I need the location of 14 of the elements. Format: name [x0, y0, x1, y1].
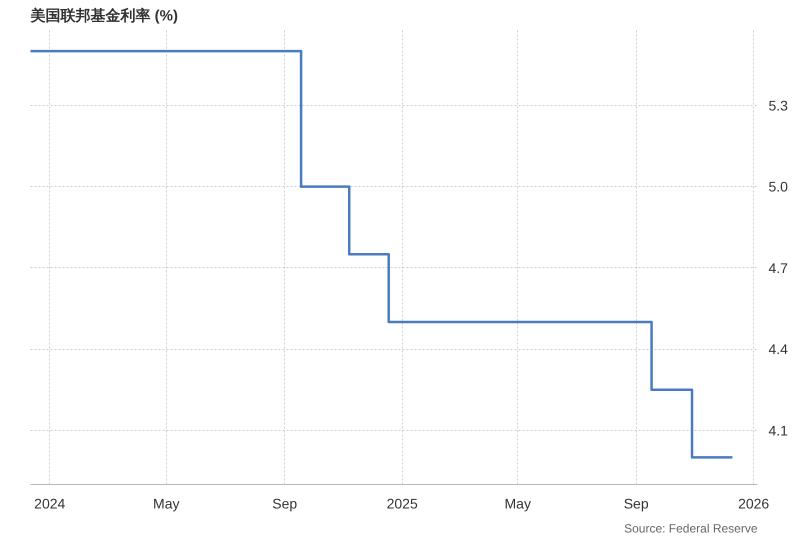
y-tick-label: 5.3 [768, 97, 788, 114]
x-tick-label: Sep [272, 496, 298, 512]
source-note: Source: Federal Reserve [624, 522, 758, 536]
chart-title: 美国联邦基金利率 (%) [30, 6, 178, 24]
y-tick-label: 4.4 [768, 341, 788, 358]
y-tick-label: 4.7 [768, 260, 788, 276]
x-tick-label: May [504, 496, 531, 512]
x-tick-label: May [153, 496, 180, 512]
x-tick-label: 2024 [34, 496, 66, 512]
y-tick-label: 4.1 [768, 422, 788, 438]
x-tick-label: 2026 [738, 496, 770, 512]
x-tick-label: Sep [624, 496, 649, 512]
x-tick-label: 2025 [386, 496, 418, 512]
y-tick-label: 5.0 [768, 178, 788, 195]
